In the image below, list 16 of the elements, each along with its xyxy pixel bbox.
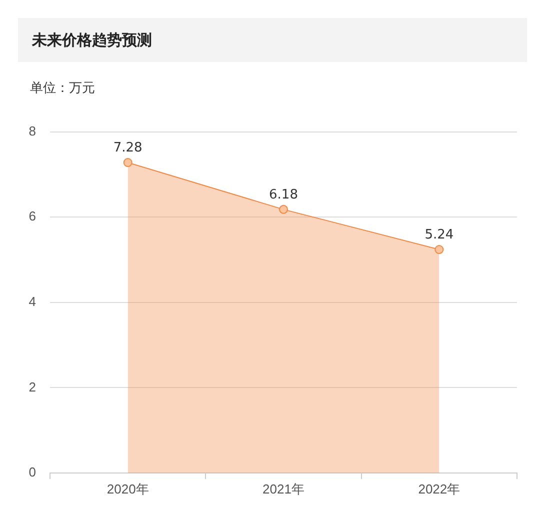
- y-tick-label: 2: [28, 379, 36, 394]
- point: [279, 204, 288, 214]
- y-tick-label: 4: [28, 294, 36, 309]
- y-tick-label: 8: [28, 123, 36, 138]
- chart-title: 未来价格趋势预测: [18, 18, 527, 62]
- data-label: 5.24: [424, 227, 454, 242]
- y-tick-label: 6: [28, 208, 36, 224]
- x-tick-label: 2020年: [106, 481, 149, 496]
- x-tick-label: 2021年: [262, 481, 304, 496]
- point: [434, 245, 444, 254]
- x-tick-label: 2022年: [418, 481, 460, 496]
- y-axis-title: 单位：万元: [30, 80, 95, 97]
- data-label: 7.28: [113, 140, 142, 156]
- y-tick-label: 0: [28, 464, 36, 480]
- data-label: 6.18: [269, 187, 298, 202]
- point: [123, 158, 132, 168]
